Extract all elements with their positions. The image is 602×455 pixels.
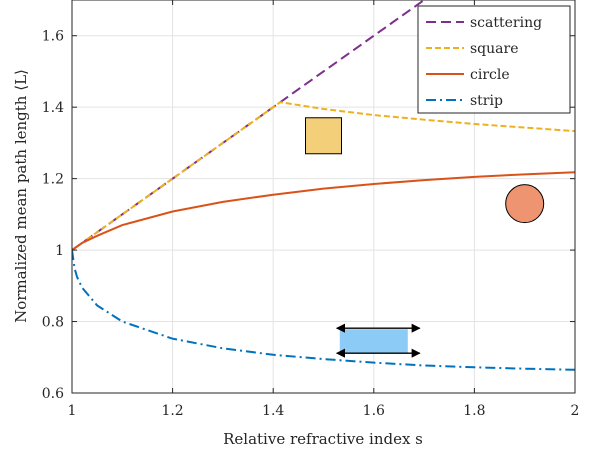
x-tick-label: 1.6 bbox=[363, 403, 385, 419]
series-lines bbox=[72, 0, 575, 371]
y-axis-label: Normalized mean path length ⟨L⟩ bbox=[12, 69, 30, 323]
series-circle-line bbox=[72, 171, 575, 251]
x-tick-label: 2 bbox=[571, 403, 580, 419]
series-scattering-line bbox=[72, 0, 426, 251]
y-tick-label: 1.4 bbox=[42, 100, 64, 116]
series-square-line bbox=[72, 101, 575, 251]
series-clip bbox=[72, 0, 575, 371]
y-tick-label: 1 bbox=[55, 243, 64, 259]
x-tick-label: 1 bbox=[68, 403, 77, 419]
y-tick-label: 1.2 bbox=[42, 172, 64, 188]
legend-label-scattering: scattering bbox=[470, 15, 542, 31]
inset-shapes bbox=[305, 117, 545, 358]
x-axis-label: Relative refractive index s bbox=[223, 430, 423, 448]
x-tick-label: 1.8 bbox=[463, 403, 485, 419]
y-tick-label: 0.6 bbox=[42, 386, 64, 402]
x-tick-label: 1.4 bbox=[262, 403, 284, 419]
x-tick-label: 1.2 bbox=[161, 403, 183, 419]
legend-label-square: square bbox=[470, 41, 519, 57]
circle-shape bbox=[505, 184, 545, 224]
y-tick-label: 0.8 bbox=[42, 315, 64, 331]
square-shape bbox=[305, 117, 342, 155]
legend-label-circle: circle bbox=[470, 67, 510, 83]
legend-label-strip: strip bbox=[470, 93, 503, 109]
plot-frame bbox=[71, 0, 576, 394]
legend-box bbox=[417, 5, 571, 114]
y-tick-label: 1.6 bbox=[42, 29, 64, 45]
axis-ticks: 1 1.2 1.4 1.6 1.8 2 0.6 0.8 1 1.2 1.4 1.6 bbox=[42, 0, 580, 419]
strip-shape bbox=[339, 329, 408, 354]
legend: scattering square circle strip bbox=[417, 5, 571, 114]
